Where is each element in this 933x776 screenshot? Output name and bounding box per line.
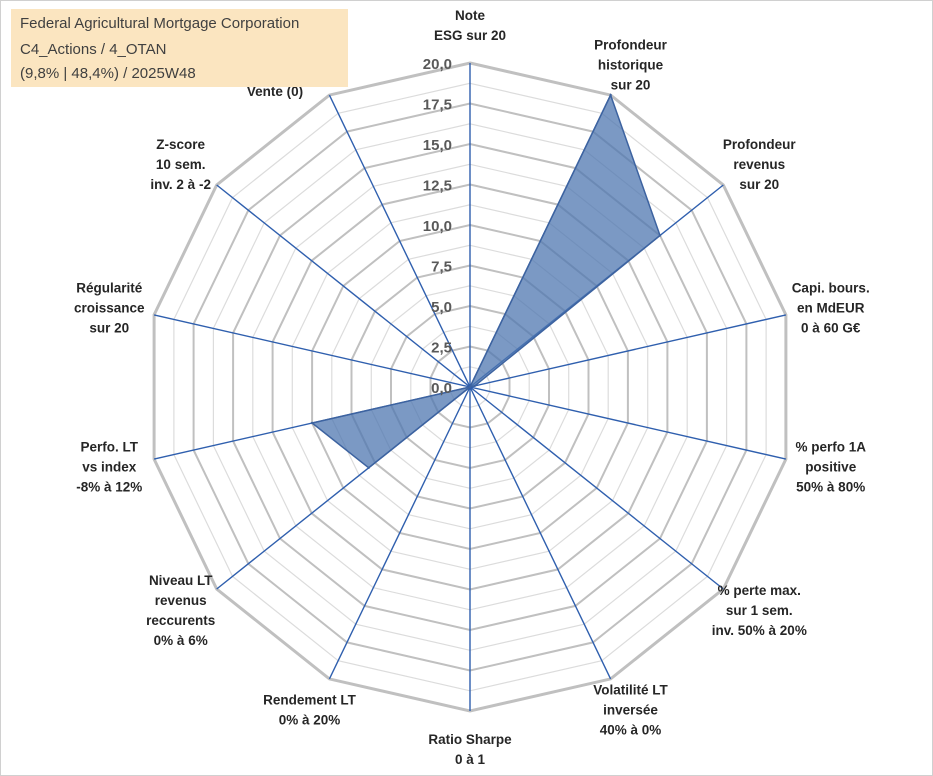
- axis-spoke: [216, 184, 471, 388]
- series-point: [367, 466, 370, 469]
- axis-label-line: Vente (0): [247, 84, 303, 99]
- axis-label-line: Rendement LT: [263, 693, 357, 708]
- axis-label-line: -8% à 12%: [76, 480, 142, 495]
- axis-spoke: [328, 386, 471, 680]
- axis-label-line: Ratio Sharpe: [428, 732, 512, 747]
- axis-label-line: 0% à 6%: [154, 633, 208, 648]
- axis-spoke: [469, 386, 787, 460]
- series-point: [468, 385, 472, 389]
- axis-label-line: historique: [598, 58, 664, 73]
- series-point: [473, 384, 476, 388]
- series-point: [609, 93, 612, 97]
- info-box: Federal Agricultural Mortgage Corporatio…: [11, 9, 348, 87]
- tick-label: 12,5: [423, 178, 452, 195]
- axis-label-line: 10 sem.: [156, 157, 206, 172]
- axis-spoke: [469, 386, 612, 680]
- axis-label-line: Note: [455, 8, 485, 23]
- axis-label-line: Profondeur: [723, 137, 796, 152]
- axis-label-line: 0% à 20%: [279, 713, 341, 728]
- axis-spoke: [469, 386, 724, 590]
- tick-label: 15,0: [423, 137, 452, 154]
- axis-label-line: inv. 50% à 20%: [712, 623, 807, 638]
- axis-label-line: sur 20: [89, 320, 129, 335]
- axis-label-line: revenus: [155, 593, 207, 608]
- axis-label-line: % perfo 1A: [795, 440, 866, 455]
- axis-label-10: Perfo. LT vs index -8% à 12%: [76, 440, 142, 495]
- axis-label-line: 0 à 60 G€: [801, 320, 861, 335]
- tick-label: 0,0: [431, 380, 452, 397]
- axis-label-line: inversée: [603, 703, 658, 718]
- axis-label-line: Z-score: [156, 137, 205, 152]
- axis-label-line: en MdEUR: [797, 300, 865, 315]
- axis-label-line: 40% à 0%: [600, 723, 662, 738]
- series-area: [310, 93, 661, 469]
- axis-label-line: 50% à 80%: [796, 480, 865, 495]
- radial-tick-labels: 0,0 2,5 5,0 7,5 10,0 12,5 15,0 17,5 20,0: [423, 56, 452, 397]
- axis-label-line: Volatilité LT: [593, 683, 668, 698]
- axis-label-5: % perte max. sur 1 sem. inv. 50% à 20%: [712, 583, 807, 638]
- axis-label-line: sur 1 sem.: [726, 603, 793, 618]
- tick-label: 7,5: [431, 259, 452, 276]
- axis-label-6: Volatilité LT inversée 40% à 0%: [593, 683, 668, 738]
- axis-label-line: Perfo. LT: [81, 440, 139, 455]
- axis-label-line: sur 20: [739, 177, 779, 192]
- axis-label-line: Niveau LT: [149, 573, 213, 588]
- axis-label-line: reccurents: [146, 613, 215, 628]
- axis-label-line: inv. 2 à -2: [150, 177, 211, 192]
- axis-label-11: Régularité croissance sur 20: [74, 280, 145, 335]
- axis-label-line: Profondeur: [594, 38, 667, 53]
- axis-label-line: ESG sur 20: [434, 28, 506, 43]
- axis-label-3: Capi. bours. en MdEUR 0 à 60 G€: [792, 280, 870, 335]
- axis-label-8: Rendement LT 0% à 20%: [263, 693, 357, 728]
- tick-label: 2,5: [431, 340, 452, 357]
- axis-label-line: revenus: [733, 157, 785, 172]
- tick-label: 17,5: [423, 97, 452, 114]
- series-point: [310, 421, 314, 425]
- axis-label-line: 0 à 1: [455, 752, 486, 767]
- axis-label-line: Capi. bours.: [792, 280, 870, 295]
- series-point: [658, 234, 662, 237]
- axis-label-line: sur 20: [611, 78, 651, 93]
- axis-spoke: [469, 314, 787, 388]
- axis-label-9: Niveau LT revenus reccurents 0% à 6%: [146, 573, 215, 648]
- axis-spoke: [153, 314, 471, 388]
- axis-label-1: Profondeur historique sur 20: [594, 38, 667, 93]
- tick-label: 10,0: [423, 218, 452, 235]
- axis-label-line: Régularité: [76, 280, 143, 295]
- axis-label-line: positive: [805, 460, 857, 475]
- axis-label-7: Ratio Sharpe 0 à 1: [428, 732, 512, 767]
- axis-label-4: % perfo 1A positive 50% à 80%: [795, 440, 866, 495]
- classification-label: C4_Actions / 4_OTAN: [20, 41, 167, 58]
- company-name: Federal Agricultural Mortgage Corporatio…: [20, 15, 300, 32]
- axis-label-12: Z-score 10 sem. inv. 2 à -2: [150, 137, 211, 192]
- stats-label: (9,8% | 48,4%) / 2025W48: [20, 65, 196, 82]
- axis-label-0: Note ESG sur 20: [434, 8, 506, 43]
- tick-label: 5,0: [431, 299, 452, 316]
- axis-label-line: vs index: [82, 460, 137, 475]
- tick-label: 20,0: [423, 56, 452, 73]
- radar-series: [310, 93, 662, 469]
- axis-label-2: Profondeur revenus sur 20: [723, 137, 796, 192]
- axis-spoke: [328, 94, 471, 388]
- axis-label-line: croissance: [74, 300, 145, 315]
- axis-label-line: % perte max.: [718, 583, 801, 598]
